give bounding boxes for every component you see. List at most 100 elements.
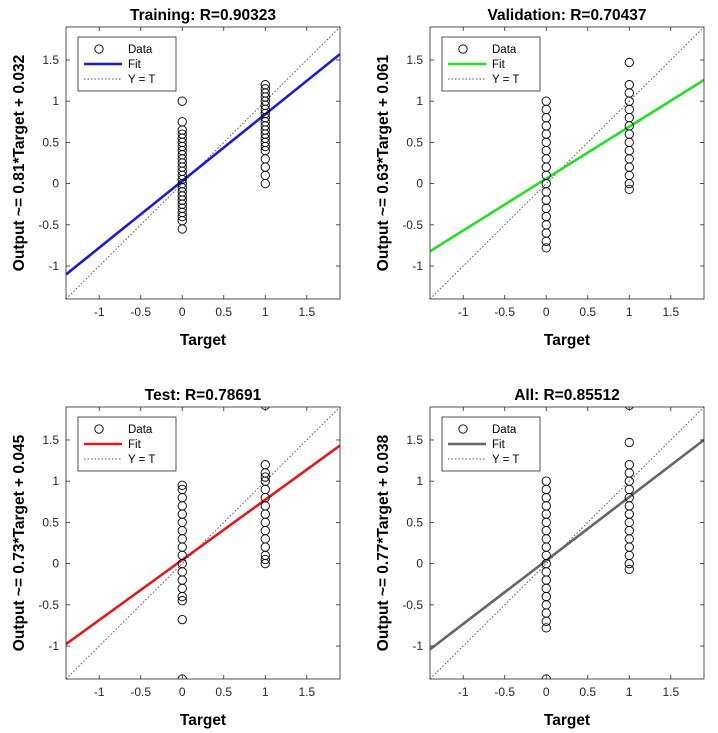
legend-label: Fit bbox=[128, 439, 142, 451]
validation-fit-line bbox=[430, 78, 704, 253]
y-tick-label: 1.5 bbox=[406, 433, 423, 447]
x-tick-label: 0 bbox=[179, 305, 186, 319]
y-tick-label: -1 bbox=[412, 259, 423, 273]
x-tick-label: 1 bbox=[262, 685, 269, 699]
y-tick-label: -1 bbox=[48, 639, 59, 653]
legend-label: Data bbox=[128, 44, 153, 56]
x-tick-label: 0.5 bbox=[215, 305, 232, 319]
x-tick-label: 0.5 bbox=[579, 685, 596, 699]
y-tick-label: 1.5 bbox=[42, 433, 59, 447]
data-point bbox=[624, 80, 634, 90]
data-point bbox=[624, 184, 634, 195]
legend-label: Y = T bbox=[128, 454, 155, 466]
all-legend: Data Fit Y = T bbox=[441, 416, 541, 472]
x-tick-label: -1 bbox=[94, 685, 105, 699]
test-fit-line bbox=[66, 444, 340, 646]
legend-label: Fit bbox=[128, 59, 142, 71]
data-point bbox=[177, 480, 187, 490]
y-tick-label: -1 bbox=[48, 259, 59, 273]
test-axes-box bbox=[65, 406, 341, 680]
data-point bbox=[624, 437, 634, 448]
y-tick-label: 1.5 bbox=[406, 53, 423, 67]
data-point bbox=[177, 96, 187, 106]
all-fit-line bbox=[430, 438, 704, 651]
test-chart-title: Test: R=0.78691 bbox=[145, 387, 262, 404]
all-y-axis-label: Output ~= 0.77*Target + 0.038 bbox=[375, 434, 392, 651]
x-tick-label: -0.5 bbox=[130, 685, 151, 699]
training-fit-line bbox=[66, 53, 340, 276]
data-point bbox=[177, 484, 187, 495]
training-y-axis-label: Output ~= 0.81*Target + 0.032 bbox=[11, 55, 28, 271]
y-tick-label: 0.5 bbox=[406, 135, 423, 149]
y-tick-label: 1 bbox=[416, 474, 423, 488]
validation-identity-line bbox=[430, 27, 704, 299]
x-tick-label: 1 bbox=[262, 305, 269, 319]
data-point bbox=[177, 596, 187, 606]
x-tick-label: 1.5 bbox=[662, 305, 679, 319]
data-point bbox=[624, 460, 634, 470]
legend-label: Y = T bbox=[492, 454, 519, 466]
data-point bbox=[177, 117, 187, 127]
legend-data-marker bbox=[458, 424, 468, 434]
y-tick-label: -1 bbox=[412, 639, 423, 653]
y-tick-label: -0.5 bbox=[402, 598, 423, 612]
x-tick-label: 1.5 bbox=[298, 685, 315, 699]
y-tick-label: -0.5 bbox=[38, 218, 59, 232]
x-tick-label: 0.5 bbox=[579, 305, 596, 319]
test-legend: Data Fit Y = T bbox=[77, 416, 177, 472]
data-point bbox=[260, 472, 270, 482]
x-tick-label: 0 bbox=[179, 685, 186, 699]
legend-label: Fit bbox=[492, 439, 506, 451]
all-data-points bbox=[541, 407, 634, 679]
all-panel: -1 -0.5 0 0.5 1 1.5 -1 -0.5 0 0.5 1 1.5 All: R=0.855… bbox=[375, 387, 705, 729]
y-tick-label: 0.5 bbox=[42, 515, 59, 529]
x-tick-label: 1.5 bbox=[298, 305, 315, 319]
test-y-axis-label: Output ~= 0.73*Target + 0.045 bbox=[11, 434, 28, 651]
legend-data-marker bbox=[458, 44, 468, 54]
validation-data-points bbox=[541, 57, 634, 253]
y-tick-label: -0.5 bbox=[402, 218, 423, 232]
all-axes-box bbox=[429, 406, 705, 680]
training-panel: -1 -0.5 0 0.5 1 1.5 -1 -0.5 0 0.5 1 1.5 Training: R=… bbox=[11, 7, 341, 349]
data-point bbox=[177, 129, 187, 139]
data-point bbox=[624, 564, 634, 575]
y-tick-label: 1.5 bbox=[42, 53, 59, 67]
x-tick-label: 0.5 bbox=[215, 685, 232, 699]
test-panel: -1 -0.5 0 0.5 1 1.5 -1 -0.5 0 0.5 1 1.5 Test: R=0.78… bbox=[11, 387, 341, 729]
data-point bbox=[541, 476, 551, 486]
y-tick-label: -0.5 bbox=[38, 598, 59, 612]
x-tick-label: -1 bbox=[458, 305, 469, 319]
validation-y-axis-label: Output ~= 0.63*Target + 0.061 bbox=[375, 54, 392, 271]
y-tick-label: 0.5 bbox=[42, 135, 59, 149]
data-point bbox=[260, 554, 270, 565]
data-point bbox=[177, 615, 187, 625]
legend-label: Fit bbox=[492, 59, 506, 71]
data-point bbox=[541, 243, 551, 253]
data-point bbox=[260, 460, 270, 470]
training-chart-title: Training: R=0.90323 bbox=[130, 7, 276, 24]
x-tick-label: 1 bbox=[626, 305, 633, 319]
y-tick-label: 0.5 bbox=[406, 515, 423, 529]
data-point bbox=[260, 80, 270, 90]
data-point bbox=[624, 57, 634, 68]
x-tick-label: 1.5 bbox=[662, 685, 679, 699]
training-axes-box bbox=[65, 26, 341, 300]
y-tick-label: 1 bbox=[416, 94, 423, 108]
legend-label: Data bbox=[492, 424, 517, 436]
x-tick-label: 0 bbox=[543, 305, 550, 319]
legend-label: Data bbox=[128, 424, 153, 436]
legend-data-marker bbox=[94, 44, 104, 54]
y-tick-label: 0 bbox=[52, 557, 59, 571]
x-tick-label: -1 bbox=[458, 685, 469, 699]
x-tick-label: 1 bbox=[626, 685, 633, 699]
test-identity-line bbox=[66, 407, 340, 679]
x-tick-label: -1 bbox=[94, 305, 105, 319]
x-tick-label: -0.5 bbox=[130, 305, 151, 319]
legend-label: Y = T bbox=[492, 74, 519, 86]
training-data-points bbox=[177, 80, 270, 234]
validation-legend: Data Fit Y = T bbox=[441, 36, 541, 92]
y-tick-label: 1 bbox=[52, 474, 59, 488]
y-tick-label: 1 bbox=[52, 94, 59, 108]
test-x-axis-label: Target bbox=[180, 712, 226, 729]
y-tick-label: 0 bbox=[52, 177, 59, 191]
